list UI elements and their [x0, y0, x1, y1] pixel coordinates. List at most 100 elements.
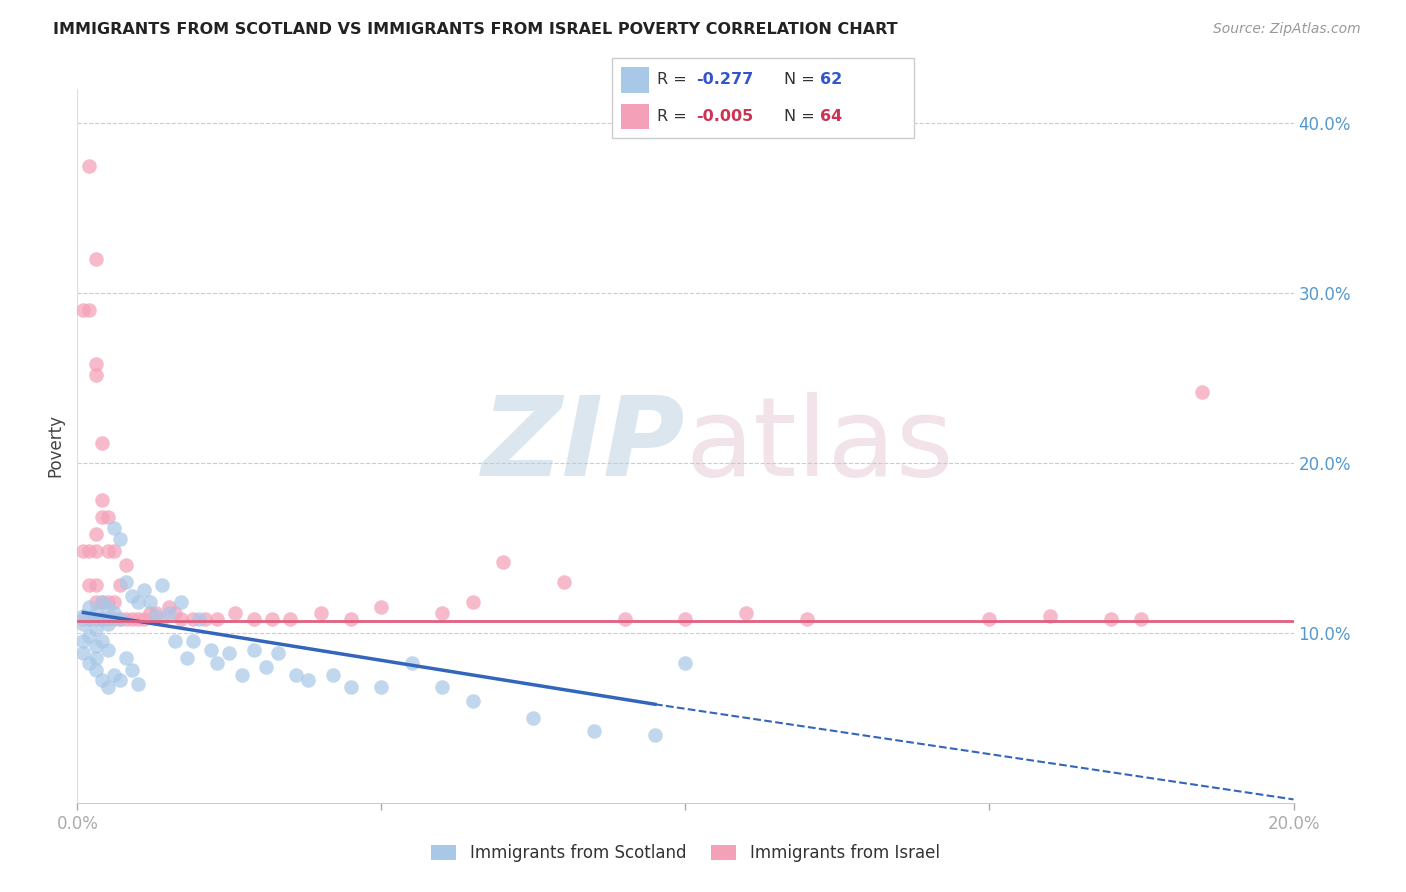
Point	[84, 623, 107, 637]
Point	[103, 544, 125, 558]
Point	[430, 680, 453, 694]
Point	[115, 612, 138, 626]
Point	[139, 595, 162, 609]
Point	[181, 612, 204, 626]
Point	[194, 612, 217, 626]
Point	[979, 612, 1001, 626]
Point	[84, 252, 107, 266]
Point	[84, 368, 107, 382]
Point	[242, 643, 264, 657]
Point	[121, 612, 143, 626]
Point	[84, 651, 107, 665]
Point	[254, 660, 277, 674]
Point	[97, 600, 120, 615]
Point	[115, 651, 138, 665]
Point	[260, 612, 283, 626]
Point	[79, 600, 101, 615]
Point	[152, 578, 174, 592]
Point	[79, 612, 101, 626]
Point	[103, 668, 125, 682]
FancyBboxPatch shape	[620, 67, 650, 93]
Point	[1039, 608, 1062, 623]
Point	[430, 606, 453, 620]
Point	[553, 574, 575, 589]
Point	[297, 673, 319, 688]
Point	[134, 583, 156, 598]
Point	[108, 612, 131, 626]
Point	[72, 646, 94, 660]
Point	[370, 600, 392, 615]
Point	[115, 574, 138, 589]
Point	[103, 595, 125, 609]
Point	[103, 520, 125, 534]
Point	[84, 640, 107, 654]
Text: atlas: atlas	[686, 392, 953, 500]
Point	[522, 711, 544, 725]
Point	[72, 608, 94, 623]
Text: -0.005: -0.005	[696, 109, 754, 124]
Point	[79, 612, 101, 626]
Point	[79, 303, 101, 318]
Point	[121, 589, 143, 603]
Point	[108, 673, 131, 688]
Text: 62: 62	[820, 72, 842, 87]
Point	[644, 728, 666, 742]
Point	[1191, 384, 1213, 399]
Point	[163, 606, 186, 620]
Point	[97, 595, 120, 609]
Point	[1099, 612, 1122, 626]
Point	[205, 657, 228, 671]
Point	[267, 646, 290, 660]
Point	[90, 673, 112, 688]
Point	[200, 643, 222, 657]
Point	[108, 612, 131, 626]
Point	[461, 694, 484, 708]
Text: N =: N =	[785, 109, 814, 124]
Point	[84, 606, 107, 620]
Point	[735, 606, 758, 620]
Point	[242, 612, 264, 626]
Point	[108, 533, 131, 547]
Point	[322, 668, 344, 682]
Text: Source: ZipAtlas.com: Source: ZipAtlas.com	[1213, 22, 1361, 37]
Text: R =: R =	[657, 109, 686, 124]
Point	[90, 510, 112, 524]
Y-axis label: Poverty: Poverty	[46, 415, 65, 477]
Point	[224, 606, 246, 620]
Point	[90, 595, 112, 609]
Point	[79, 657, 101, 671]
Point	[170, 595, 193, 609]
Point	[90, 435, 112, 450]
Point	[84, 527, 107, 541]
Point	[145, 608, 167, 623]
Point	[79, 629, 101, 643]
Point	[340, 612, 363, 626]
Text: -0.277: -0.277	[696, 72, 754, 87]
Point	[90, 612, 112, 626]
FancyBboxPatch shape	[620, 103, 650, 129]
Point	[84, 595, 107, 609]
Point	[90, 595, 112, 609]
Text: 64: 64	[820, 109, 842, 124]
Point	[231, 668, 253, 682]
Text: N =: N =	[785, 72, 814, 87]
Point	[84, 578, 107, 592]
Point	[127, 677, 149, 691]
Point	[127, 612, 149, 626]
Point	[97, 643, 120, 657]
Point	[79, 544, 101, 558]
Legend: Immigrants from Scotland, Immigrants from Israel: Immigrants from Scotland, Immigrants fro…	[432, 844, 939, 863]
Point	[181, 634, 204, 648]
Point	[583, 724, 606, 739]
Point	[370, 680, 392, 694]
Point	[796, 612, 818, 626]
Point	[72, 544, 94, 558]
FancyBboxPatch shape	[612, 58, 914, 138]
Point	[108, 578, 131, 592]
Point	[90, 493, 112, 508]
Point	[285, 668, 308, 682]
Point	[675, 612, 697, 626]
Text: IMMIGRANTS FROM SCOTLAND VS IMMIGRANTS FROM ISRAEL POVERTY CORRELATION CHART: IMMIGRANTS FROM SCOTLAND VS IMMIGRANTS F…	[53, 22, 898, 37]
Point	[97, 612, 120, 626]
Point	[90, 612, 112, 626]
